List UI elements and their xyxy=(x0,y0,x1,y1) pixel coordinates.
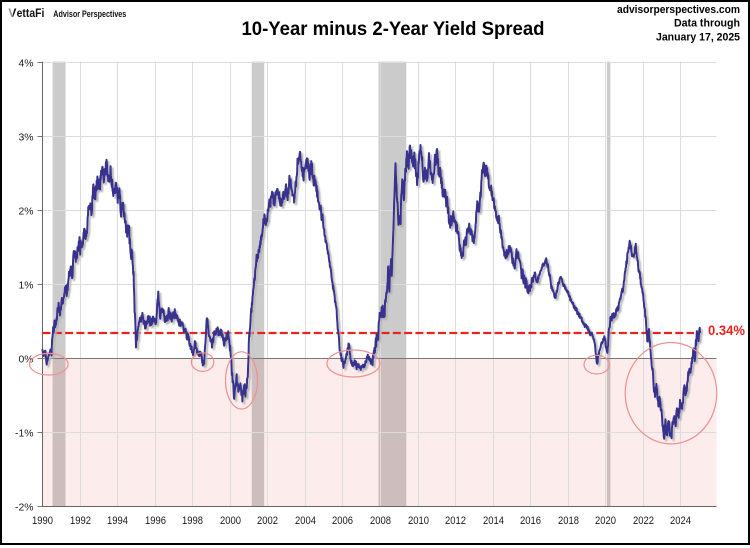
svg-text:2014: 2014 xyxy=(483,515,504,527)
svg-text:1998: 1998 xyxy=(182,515,203,527)
svg-text:2000: 2000 xyxy=(220,515,241,527)
svg-text:1994: 1994 xyxy=(107,515,128,527)
svg-text:1996: 1996 xyxy=(145,515,166,527)
svg-text:January 17, 2025: January 17, 2025 xyxy=(656,32,740,44)
svg-text:0.34%: 0.34% xyxy=(708,322,746,338)
svg-text:2024: 2024 xyxy=(670,515,691,527)
svg-text:2006: 2006 xyxy=(332,515,353,527)
svg-text:-1%: -1% xyxy=(15,428,33,439)
svg-text:3%: 3% xyxy=(18,132,33,143)
svg-text:Advisor Perspectives: Advisor Perspectives xyxy=(53,9,126,20)
svg-text:ettaFi: ettaFi xyxy=(17,6,45,20)
svg-text:0%: 0% xyxy=(18,354,33,365)
svg-text:V: V xyxy=(8,6,17,20)
svg-text:2002: 2002 xyxy=(257,515,278,527)
svg-text:1990: 1990 xyxy=(32,515,53,527)
svg-text:-2%: -2% xyxy=(15,502,33,513)
svg-text:advisorperspectives.com: advisorperspectives.com xyxy=(617,4,740,16)
svg-text:2008: 2008 xyxy=(370,515,391,527)
svg-text:2012: 2012 xyxy=(445,515,466,527)
svg-text:2022: 2022 xyxy=(633,515,654,527)
svg-text:Data through: Data through xyxy=(674,18,740,30)
svg-text:2%: 2% xyxy=(18,206,33,217)
svg-text:10-Year minus 2-Year Yield Spr: 10-Year minus 2-Year Yield Spread xyxy=(242,18,545,40)
svg-text:1992: 1992 xyxy=(70,515,91,527)
svg-text:2020: 2020 xyxy=(595,515,616,527)
svg-text:2010: 2010 xyxy=(408,515,429,527)
svg-text:2018: 2018 xyxy=(558,515,579,527)
svg-text:4%: 4% xyxy=(18,58,33,69)
svg-text:2004: 2004 xyxy=(295,515,316,527)
svg-text:1%: 1% xyxy=(18,280,33,291)
svg-text:2016: 2016 xyxy=(520,515,541,527)
